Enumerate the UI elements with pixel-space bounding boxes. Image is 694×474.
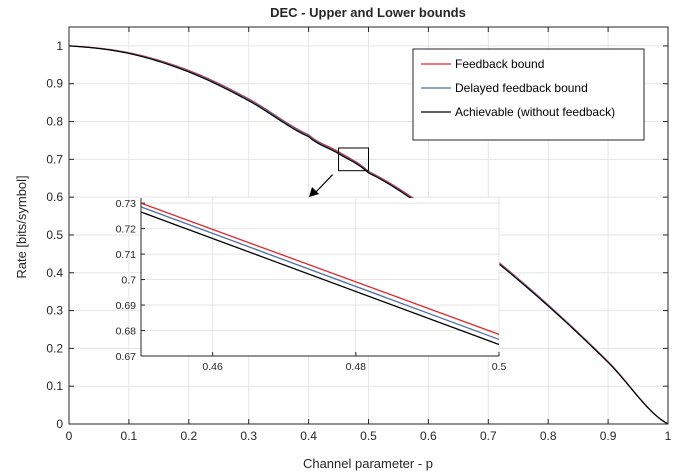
inset-y-tick-label: 0.7	[121, 275, 136, 287]
y-axis-label: Rate [bits/symbol]	[14, 175, 29, 278]
legend: Feedback bound Delayed feedback bound Achi…	[412, 48, 645, 141]
y-tick-label: 0.9	[46, 77, 63, 91]
y-tick-label: 0.5	[46, 228, 63, 242]
axes	[68, 26, 669, 425]
legend-label: Delayed feedback bound	[455, 81, 588, 95]
legend-box	[412, 48, 645, 141]
x-tick-label: 0.1	[121, 429, 138, 443]
tick-labels: 0 0.1 0.2 0.3 0.4 0.5 0.6 0.7 0.8 0.9 1 0 0.1 0.2 0.3 0…	[46, 39, 671, 443]
y-tick-label: 0.7	[46, 152, 63, 166]
zoom-arrow	[314, 174, 333, 194]
inset-y-tick-label: 0.72	[116, 224, 137, 236]
inset-series-line	[140, 211, 500, 346]
x-tick-label: 0	[66, 429, 73, 443]
inset-x-tick-label: 0.48	[346, 361, 367, 373]
y-tick-label: 1	[56, 39, 63, 53]
inset-series-line	[140, 202, 500, 335]
series-lines	[68, 45, 669, 425]
y-tick-label: 0.2	[46, 341, 63, 355]
y-tick-label: 0.6	[46, 190, 63, 204]
y-tick-label: 0.1	[46, 379, 63, 393]
inset-y-tick-label: 0.67	[116, 351, 137, 363]
inset-y-tick-label: 0.71	[116, 249, 137, 261]
inset-y-tick-label: 0.69	[116, 300, 137, 312]
legend-label: Achievable (without feedback)	[455, 105, 615, 119]
x-tick-label: 0.7	[480, 429, 497, 443]
inset-x-tick-label: 0.5	[492, 361, 507, 373]
y-tick-label: 0.8	[46, 115, 63, 129]
x-tick-label: 1	[665, 429, 672, 443]
x-tick-label: 0.5	[360, 429, 377, 443]
y-tick-label: 0.3	[46, 304, 63, 318]
zoom-arrowhead	[309, 187, 319, 197]
zoom-box	[309, 147, 369, 197]
x-tick-label: 0.2	[180, 429, 197, 443]
inset-y-tick-label: 0.68	[116, 326, 137, 338]
x-tick-label: 0.9	[600, 429, 617, 443]
x-tick-label: 0.4	[300, 429, 317, 443]
inset-x-tick-label: 0.46	[202, 361, 223, 373]
inset-plot: 0.46 0.48 0.5 0.67 0.68 0.69 0.7 0.71 0.72 0.73	[116, 198, 507, 373]
y-tick-label: 0	[56, 417, 63, 431]
inset-y-tick-label: 0.73	[116, 198, 137, 210]
chart-title: DEC - Upper and Lower bounds	[270, 5, 466, 20]
x-tick-label: 0.8	[540, 429, 557, 443]
x-tick-label: 0.3	[240, 429, 257, 443]
inset-background	[141, 198, 499, 356]
series-line	[68, 45, 669, 425]
plot-frame	[68, 26, 669, 425]
y-tick-label: 0.4	[46, 266, 63, 280]
x-axis-label: Channel parameter - p	[303, 456, 433, 471]
legend-label: Feedback bound	[455, 57, 544, 71]
zoom-rectangle	[338, 147, 369, 172]
inset-series-line	[140, 206, 500, 341]
x-tick-label: 0.6	[420, 429, 437, 443]
